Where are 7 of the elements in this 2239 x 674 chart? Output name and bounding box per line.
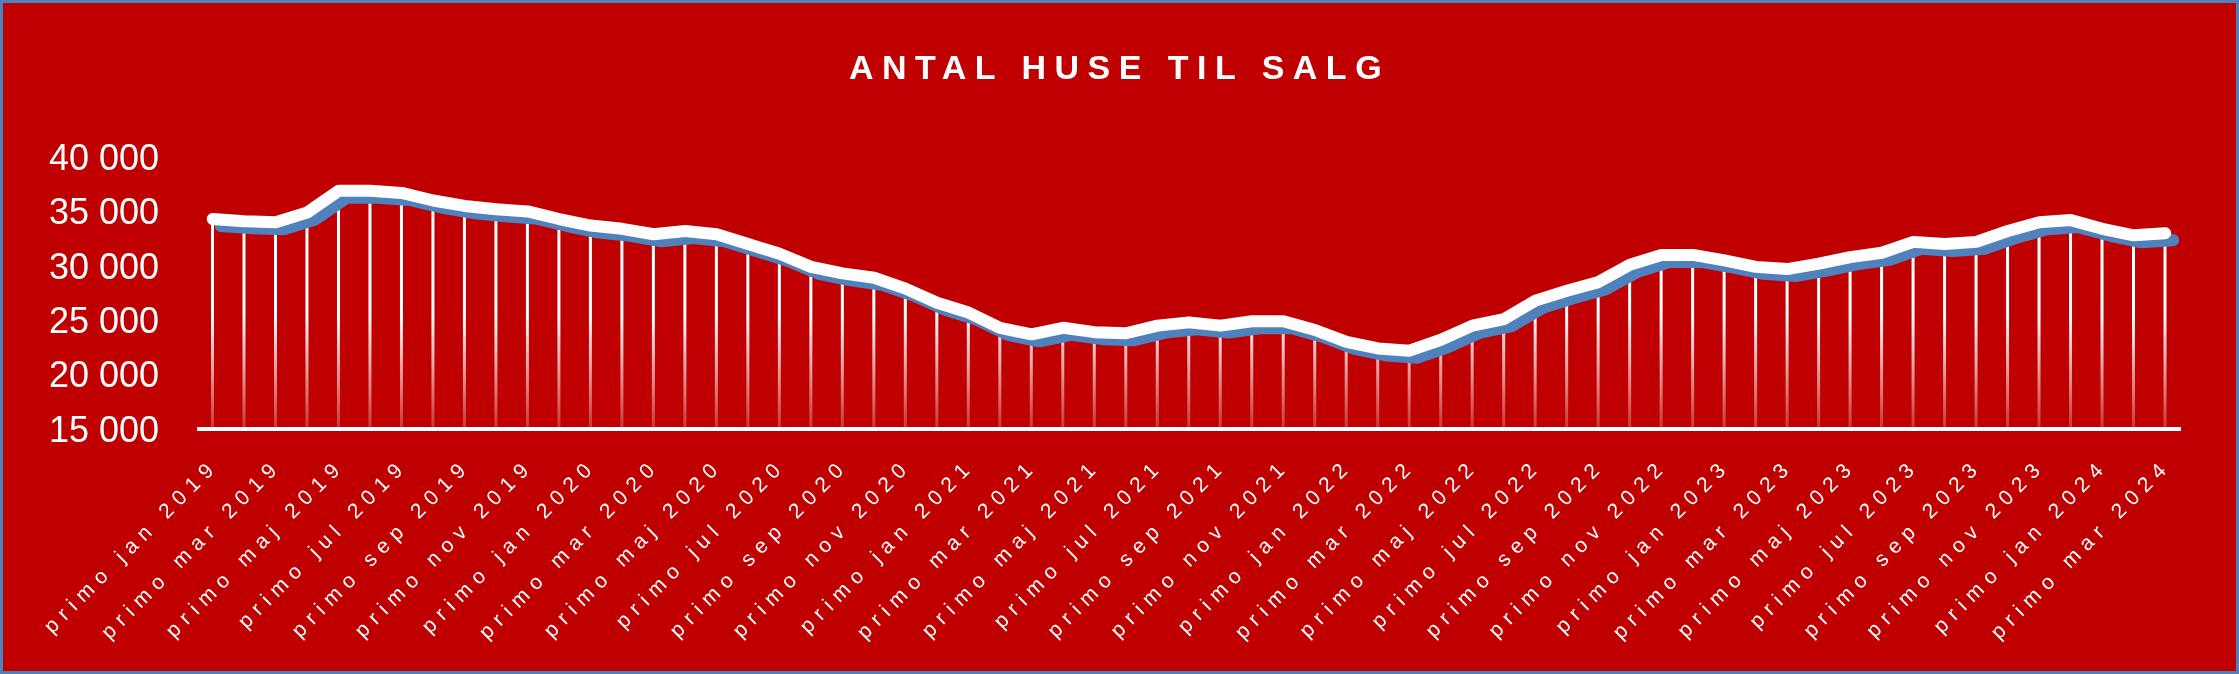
y-tick-label: 30 000 [48,245,159,287]
y-tick-label: 35 000 [48,191,159,233]
y-tick-label: 20 000 [48,354,159,396]
y-tick-label: 25 000 [48,299,159,341]
y-tick-label: 15 000 [48,408,159,450]
y-tick-label: 40 000 [48,136,159,178]
chart-title: ANTAL HUSE TIL SALG [847,47,1392,87]
